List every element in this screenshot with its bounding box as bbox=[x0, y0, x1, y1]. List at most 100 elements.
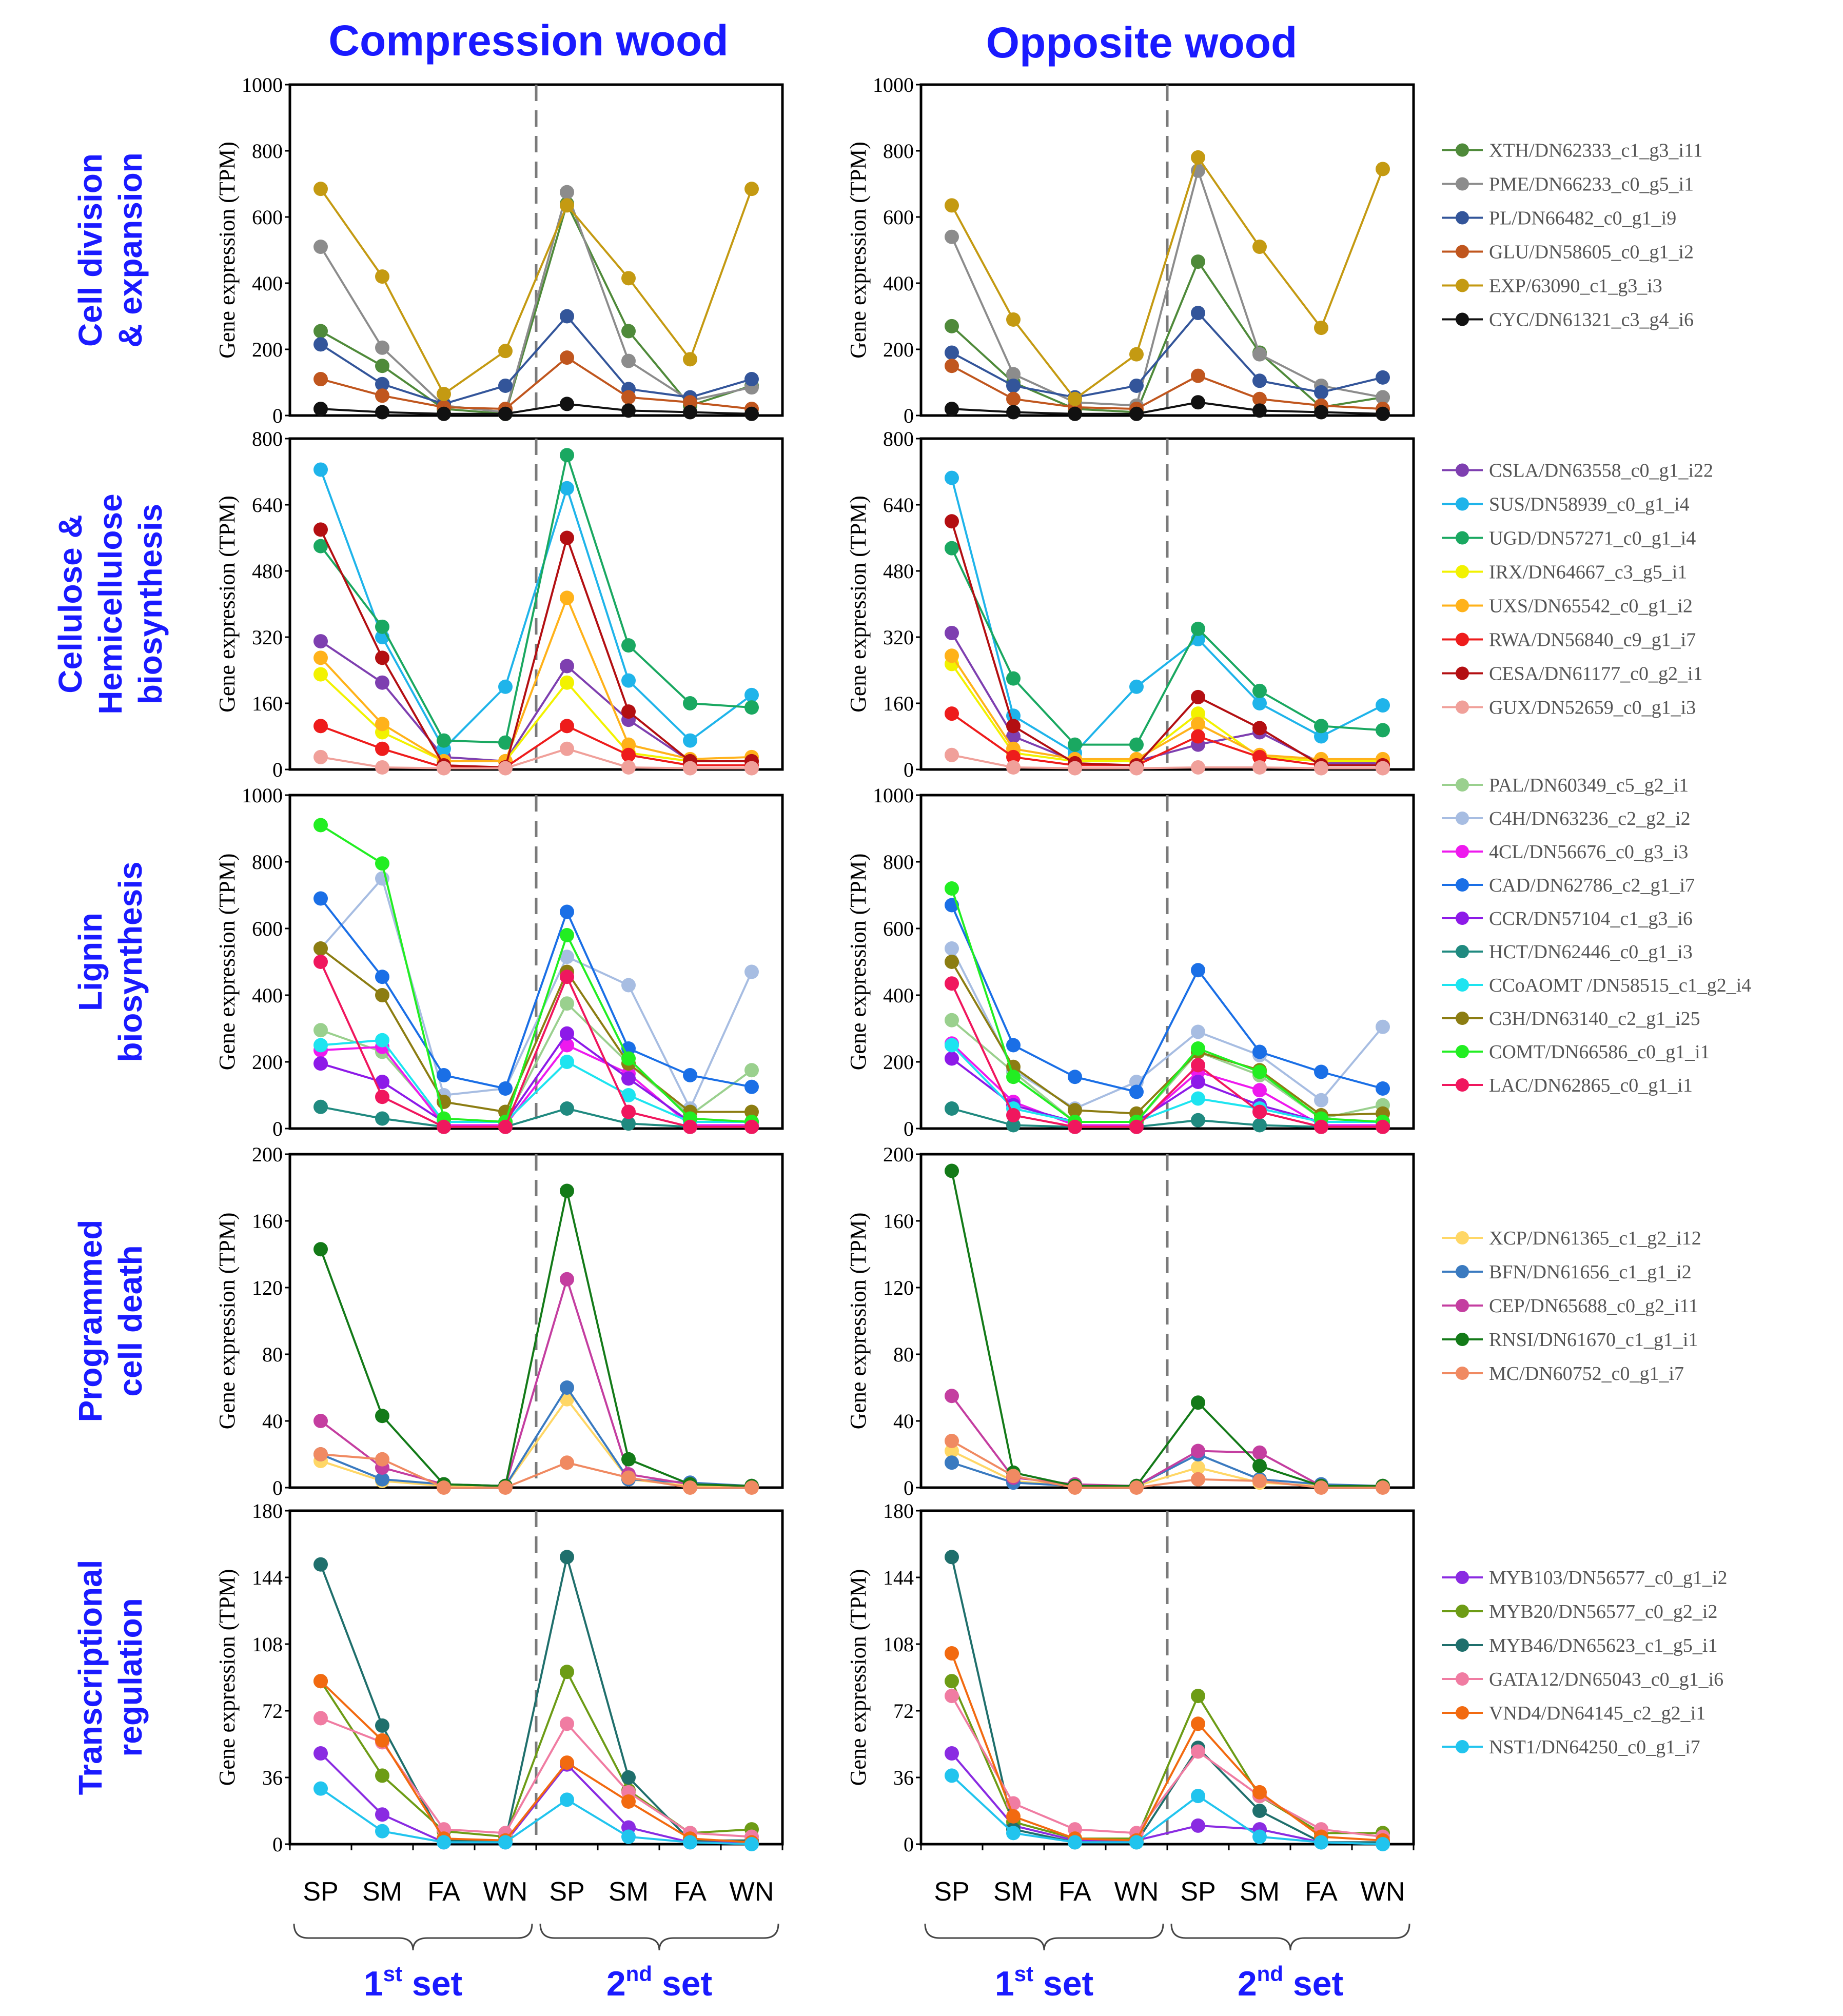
data-point bbox=[1006, 1070, 1021, 1084]
legend-label: UXS/DN65542_c0_g1_i2 bbox=[1489, 596, 1693, 617]
data-point bbox=[1252, 721, 1267, 736]
data-point bbox=[560, 350, 574, 365]
data-point bbox=[1252, 403, 1267, 418]
data-point bbox=[683, 405, 697, 420]
legend-swatch-marker bbox=[1456, 700, 1469, 714]
data-point bbox=[1314, 1064, 1328, 1079]
legend-swatch-marker bbox=[1456, 497, 1469, 511]
data-point bbox=[1191, 1472, 1205, 1487]
y-tick-label: 0 bbox=[272, 404, 283, 427]
legend-label: CSLA/DN63558_c0_g1_i22 bbox=[1489, 460, 1713, 482]
legend-item: CESA/DN61177_c0_g2_i1 bbox=[1442, 663, 1703, 685]
data-point bbox=[1252, 1044, 1267, 1059]
data-point bbox=[945, 955, 959, 969]
legend-item: PAL/DN60349_c5_g2_i1 bbox=[1442, 775, 1689, 796]
legend-label: C4H/DN63236_c2_g2_i2 bbox=[1489, 808, 1691, 829]
panel-3-left: 0 40 80 120 160 200 Gene expression (TPM) bbox=[214, 1143, 784, 1499]
data-point bbox=[1068, 761, 1082, 776]
y-tick-label: 1000 bbox=[242, 73, 283, 96]
y-axis-title: Gene expression (TPM) bbox=[846, 1213, 871, 1430]
y-tick-label: 80 bbox=[893, 1343, 914, 1366]
legend-swatch-marker bbox=[1456, 211, 1469, 225]
data-point bbox=[1068, 1103, 1082, 1118]
y-tick-label: 400 bbox=[252, 272, 283, 295]
data-point bbox=[313, 1781, 328, 1796]
y-tick-label: 40 bbox=[893, 1410, 914, 1433]
data-point bbox=[1376, 698, 1390, 713]
data-point bbox=[945, 1444, 959, 1458]
data-point bbox=[375, 717, 389, 732]
series-LAC/DN62865_c0_g1_i1 bbox=[313, 955, 759, 1134]
y-tick-label: 200 bbox=[883, 1143, 914, 1166]
y-tick-label: 120 bbox=[883, 1276, 914, 1299]
data-point bbox=[1252, 749, 1267, 764]
data-point bbox=[744, 964, 759, 979]
data-point bbox=[1252, 1474, 1267, 1488]
data-point bbox=[1129, 761, 1144, 776]
data-point bbox=[1191, 1744, 1205, 1759]
data-point bbox=[945, 229, 959, 244]
y-tick-label: 0 bbox=[272, 1476, 283, 1499]
data-point bbox=[683, 733, 697, 748]
set-brace bbox=[293, 1923, 533, 1951]
data-point bbox=[375, 1409, 389, 1424]
series-line bbox=[951, 904, 1383, 1093]
data-point bbox=[945, 1434, 959, 1448]
y-tick-label: 600 bbox=[883, 206, 914, 229]
data-point bbox=[1191, 306, 1205, 321]
data-point bbox=[437, 733, 451, 748]
data-point bbox=[621, 390, 636, 405]
data-point bbox=[375, 675, 389, 690]
data-point bbox=[560, 950, 574, 964]
data-point bbox=[375, 856, 389, 871]
data-point bbox=[1006, 367, 1021, 382]
series-line bbox=[320, 747, 752, 769]
data-point bbox=[375, 269, 389, 284]
legend-item: HCT/DN62446_c0_g1_i3 bbox=[1442, 941, 1693, 963]
data-point bbox=[498, 406, 513, 421]
data-point bbox=[313, 1674, 328, 1689]
y-tick-label: 160 bbox=[252, 692, 283, 715]
y-axis-title: Gene expression (TPM) bbox=[214, 854, 240, 1071]
panel-1-right: 0 160 320 480 640 800 Gene expression (TPM) bbox=[846, 427, 1415, 781]
x-category-label: SP bbox=[303, 1877, 338, 1907]
y-tick-label: 0 bbox=[272, 1117, 283, 1140]
y-axis-title: Gene expression (TPM) bbox=[214, 1569, 240, 1786]
data-point bbox=[313, 402, 328, 417]
data-point bbox=[945, 1768, 959, 1783]
y-tick-label: 160 bbox=[252, 1210, 283, 1233]
series-line bbox=[951, 754, 1383, 769]
data-point bbox=[945, 514, 959, 529]
data-point bbox=[375, 1824, 389, 1839]
legend-2: PAL/DN60349_c5_g2_i1 C4H/DN63236_c2_g2_i2… bbox=[1442, 775, 1751, 1096]
y-tick-label: 0 bbox=[272, 758, 283, 781]
legend-item: SUS/DN58939_c0_g1_i4 bbox=[1442, 494, 1690, 516]
legend-label: LAC/DN62865_c0_g1_i1 bbox=[1489, 1075, 1693, 1096]
set-word: set bbox=[652, 1964, 712, 2003]
y-tick-label: 320 bbox=[252, 626, 283, 649]
series-line bbox=[320, 529, 752, 769]
y-axis-title: Gene expression (TPM) bbox=[214, 142, 240, 359]
data-point bbox=[560, 741, 574, 756]
legend-label: CYC/DN61321_c3_g4_i6 bbox=[1489, 309, 1694, 331]
data-point bbox=[1068, 1480, 1082, 1495]
data-point bbox=[945, 319, 959, 333]
series-line bbox=[320, 1788, 752, 1845]
series-line bbox=[320, 947, 752, 1113]
data-point bbox=[313, 719, 328, 734]
data-point bbox=[313, 1557, 328, 1572]
data-point bbox=[1191, 254, 1205, 269]
legend-label: IRX/DN64667_c3_g5_i1 bbox=[1489, 562, 1687, 583]
set-number: 2 bbox=[1238, 1964, 1257, 2003]
series-line bbox=[951, 521, 1383, 766]
row-label-0-1: & expansion bbox=[112, 152, 149, 348]
legend-item: CYC/DN61321_c3_g4_i6 bbox=[1442, 309, 1694, 331]
x-category-label: SM bbox=[1240, 1877, 1280, 1907]
data-point bbox=[1191, 1444, 1205, 1458]
legend-label: MC/DN60752_c0_g1_i7 bbox=[1489, 1363, 1684, 1385]
data-point bbox=[1252, 1118, 1267, 1133]
data-point bbox=[560, 1183, 574, 1198]
data-point bbox=[313, 955, 328, 969]
series-line bbox=[951, 401, 1383, 415]
